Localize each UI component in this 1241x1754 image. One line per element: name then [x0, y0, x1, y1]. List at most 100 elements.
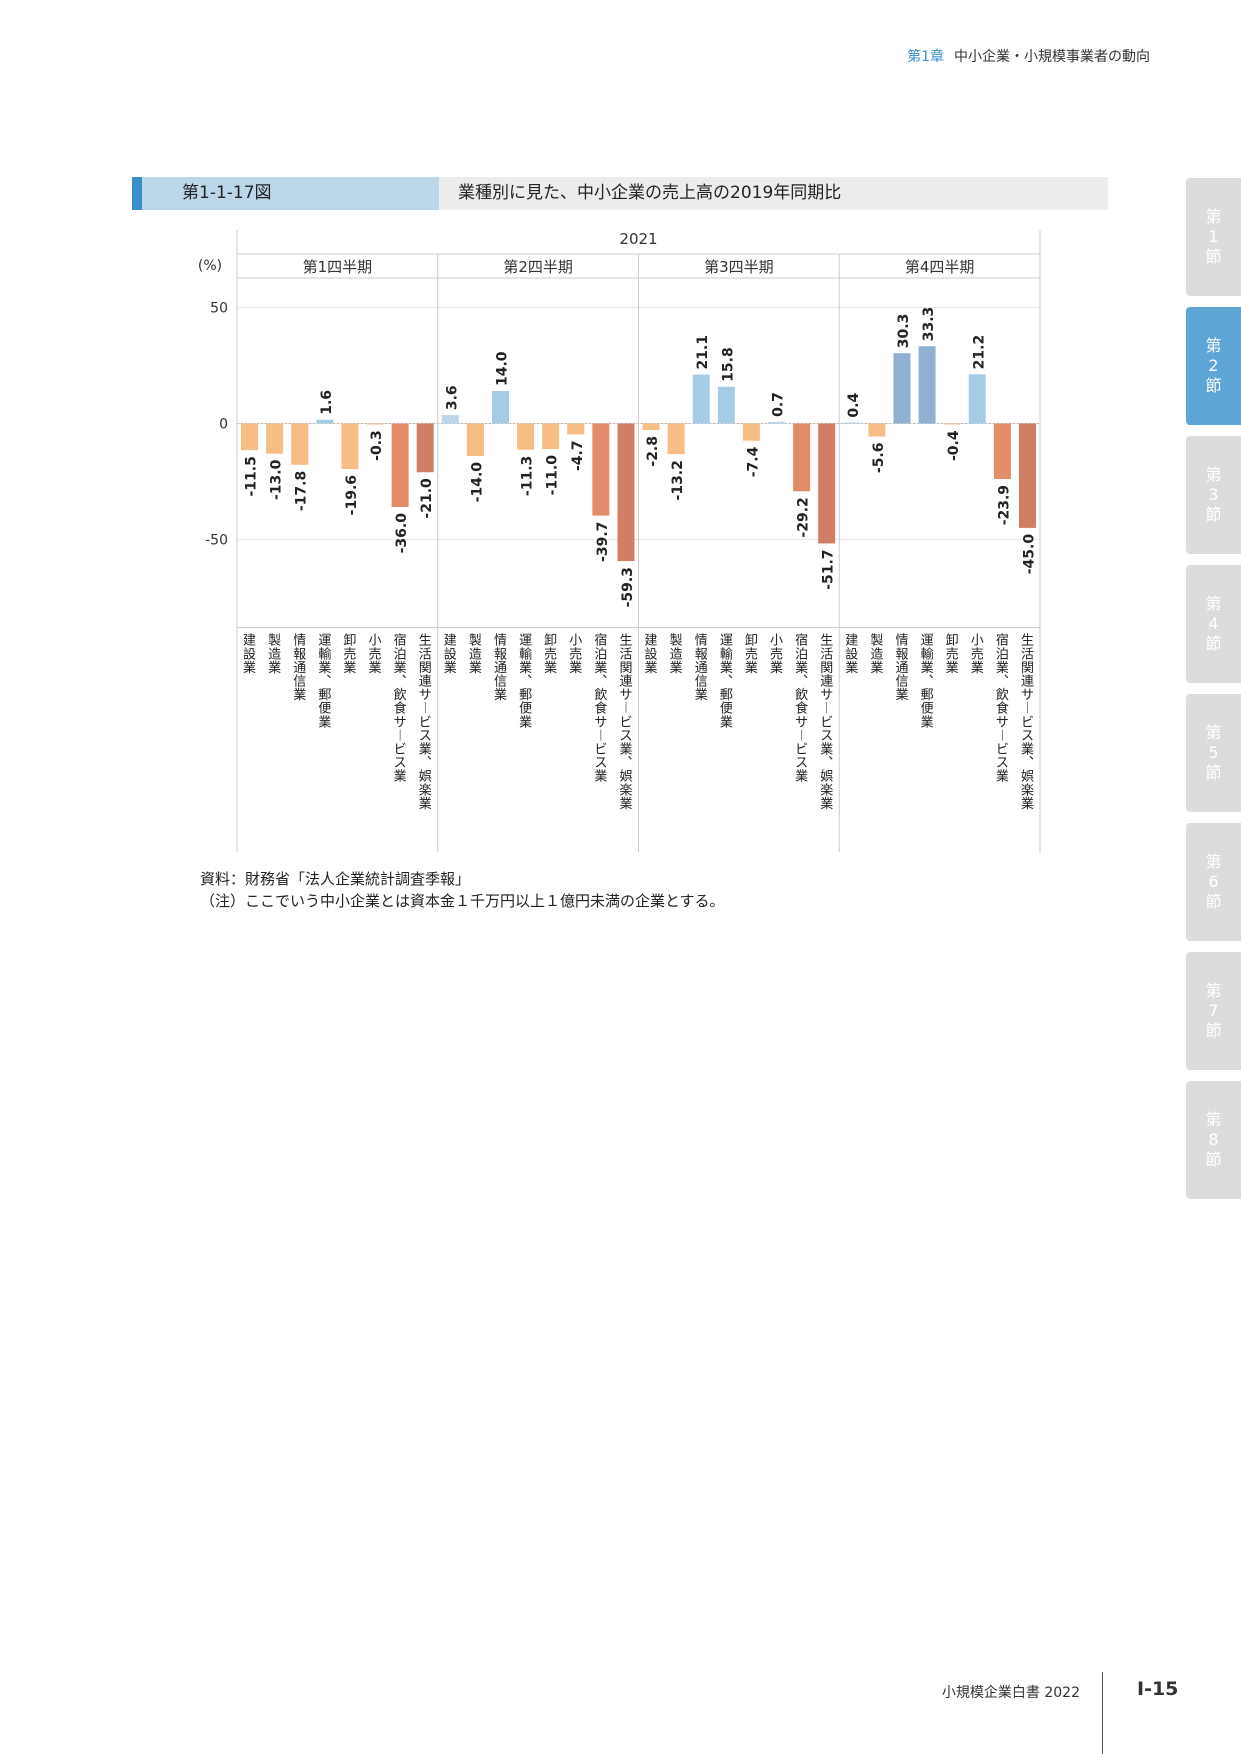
bar-1-4	[316, 419, 334, 424]
side-tab-char: 2	[1208, 356, 1219, 375]
data-label: -7.4	[745, 446, 761, 477]
category-label: 情報通信業	[895, 634, 908, 703]
data-label: -51.7	[821, 549, 837, 589]
book-title: 小規模企業白書 2022	[941, 1685, 1080, 1701]
bar-3-8	[818, 423, 836, 544]
data-label: -23.9	[996, 485, 1012, 525]
side-tab-char: 6	[1208, 872, 1219, 891]
category-label: 製造業	[469, 634, 482, 676]
category-label: 小売業	[971, 634, 984, 676]
data-label: 21.1	[695, 335, 711, 370]
category-label: 宿泊業︑飲食サ︱ビス業	[996, 633, 1009, 785]
category-label: 運輸業︑郵便業	[921, 634, 934, 731]
category-label: 小売業	[569, 634, 582, 676]
bar-1-3	[291, 423, 309, 465]
category-label: 建設業	[845, 634, 858, 676]
data-label: -36.0	[394, 513, 410, 554]
bar-chart: 50 0 -50 (%) 2021 第1四半期 -11.5 建設業 -13.0 製造業 -17.8 情…	[198, 230, 1041, 852]
category-label: 建設業	[243, 634, 256, 676]
bar-2-7	[592, 423, 610, 516]
data-label: -0.3	[369, 430, 385, 461]
data-label: -13.2	[670, 460, 686, 500]
y-axis-label: (%)	[198, 258, 222, 274]
page-number: Ⅰ-15	[1137, 1678, 1179, 1700]
data-label: 1.6	[319, 390, 335, 415]
bar-2-4	[517, 423, 535, 450]
data-label: 14.0	[494, 351, 510, 386]
chapter-number: 第1章	[907, 49, 944, 65]
bar-4-3	[893, 353, 911, 424]
side-tab-char: 第	[1205, 981, 1222, 1000]
bar-2-5	[542, 423, 560, 450]
bar-1-8	[416, 423, 434, 473]
data-label: -11.0	[545, 455, 561, 496]
side-tab-char: 第	[1205, 723, 1222, 742]
side-tab-char: 節	[1205, 763, 1222, 782]
side-tab-char: 1	[1208, 227, 1219, 246]
category-label: 卸売業	[745, 633, 758, 676]
category-label: 情報通信業	[293, 634, 306, 703]
bar-3-5	[742, 423, 760, 441]
side-tab-char: 第	[1205, 852, 1222, 871]
category-label: 生活関連サ︱ビス業︑娯楽業	[820, 634, 833, 812]
category-label: 宿泊業︑飲食サ︱ビス業	[394, 633, 407, 785]
bar-3-4	[717, 386, 735, 424]
category-label: 情報通信業	[494, 634, 507, 703]
data-label: 15.8	[720, 347, 736, 382]
y-tick-label: 50	[210, 301, 228, 317]
side-tab-char: 3	[1208, 485, 1219, 504]
bar-3-1	[642, 423, 660, 430]
category-label: 生活関連サ︱ビス業︑娯楽業	[1021, 634, 1034, 812]
data-label: -4.7	[570, 440, 586, 471]
side-tab-char: 第	[1205, 594, 1222, 613]
side-tab-char: 5	[1208, 743, 1219, 762]
data-label: 21.2	[971, 335, 987, 370]
bar-2-2	[466, 423, 484, 456]
category-label: 生活関連サ︱ビス業︑娯楽業	[619, 634, 632, 812]
bar-1-1	[241, 423, 259, 451]
category-label: 宿泊業︑飲食サ︱ビス業	[795, 633, 808, 785]
category-label: 卸売業	[544, 633, 557, 676]
category-label: 製造業	[870, 634, 883, 676]
bar-4-5	[943, 423, 961, 425]
running-header: 第1章 中小企業・小規模事業者の動向	[907, 46, 1150, 66]
bar-1-6	[366, 423, 384, 425]
side-tab-char: 4	[1208, 614, 1219, 633]
side-tab-char: 節	[1205, 892, 1222, 911]
group-label: 第2四半期	[503, 258, 573, 276]
category-label: 建設業	[645, 634, 658, 676]
category-label: 卸売業	[343, 633, 356, 676]
bar-4-8	[1018, 423, 1036, 528]
bar-2-6	[567, 423, 585, 435]
data-label: -13.0	[269, 459, 285, 500]
y-tick-label: -50	[205, 533, 228, 549]
data-label: 3.6	[444, 385, 460, 410]
bar-2-8	[617, 423, 635, 562]
data-label: -5.6	[871, 442, 887, 473]
figure-number: 第1-1-17図	[182, 183, 272, 203]
data-label: 33.3	[921, 307, 937, 342]
category-label: 情報通信業	[695, 634, 708, 703]
y-tick-label: 0	[219, 417, 228, 433]
bar-4-2	[868, 423, 886, 437]
data-label: -29.2	[796, 497, 812, 537]
data-label: -11.5	[244, 456, 260, 496]
bar-4-4	[918, 346, 936, 424]
data-label: -19.6	[344, 475, 360, 515]
group-label: 第3四半期	[704, 258, 774, 276]
category-label: 宿泊業︑飲食サ︱ビス業	[594, 633, 607, 785]
data-label: -59.3	[620, 567, 636, 607]
category-label: 生活関連サ︱ビス業︑娯楽業	[419, 634, 432, 812]
group-label: 第1四半期	[303, 258, 373, 276]
category-label: 小売業	[770, 634, 783, 676]
side-tab-char: 節	[1205, 247, 1222, 266]
bar-3-7	[793, 423, 811, 492]
